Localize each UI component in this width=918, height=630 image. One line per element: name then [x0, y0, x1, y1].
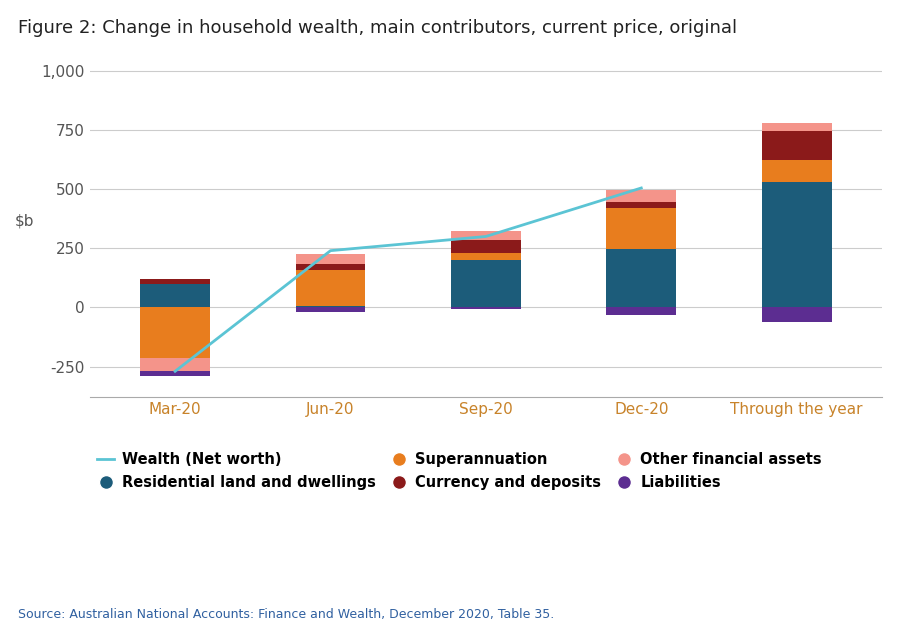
Bar: [140, 284, 210, 307]
Bar: [140, 358, 210, 371]
Bar: [451, 260, 521, 307]
Bar: [606, 190, 677, 202]
Bar: [451, 253, 521, 260]
Bar: [762, 307, 832, 321]
Bar: [140, 307, 210, 358]
Bar: [606, 202, 677, 208]
Bar: [606, 208, 677, 249]
Bar: [451, 231, 521, 240]
Text: Source: Australian National Accounts: Finance and Wealth, December 2020, Table 3: Source: Australian National Accounts: Fi…: [18, 607, 554, 621]
Text: Figure 2: Change in household wealth, main contributors, current price, original: Figure 2: Change in household wealth, ma…: [18, 19, 737, 37]
Bar: [606, 249, 677, 307]
Bar: [606, 307, 677, 314]
Bar: [762, 159, 832, 182]
Legend: Wealth (Net worth), Residential land and dwellings, Superannuation, Currency and: Wealth (Net worth), Residential land and…: [97, 452, 822, 490]
Bar: [451, 307, 521, 309]
Bar: [296, 307, 365, 312]
Bar: [451, 240, 521, 253]
Bar: [140, 279, 210, 284]
Y-axis label: $b: $b: [15, 213, 35, 228]
Bar: [296, 255, 365, 264]
Bar: [140, 371, 210, 376]
Bar: [296, 264, 365, 270]
Bar: [762, 131, 832, 159]
Bar: [762, 123, 832, 131]
Bar: [296, 270, 365, 306]
Bar: [296, 306, 365, 307]
Bar: [762, 182, 832, 307]
